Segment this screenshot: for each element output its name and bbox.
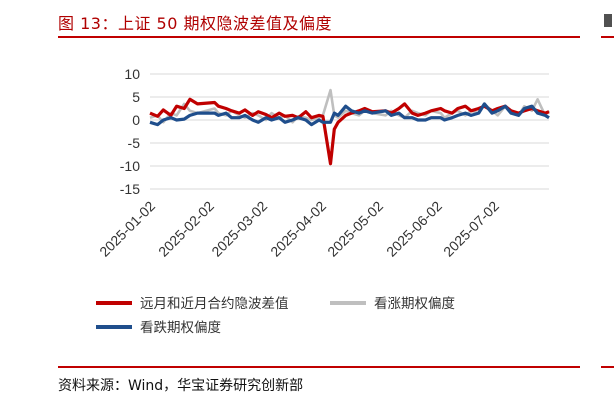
edge-divider-bottom bbox=[601, 366, 614, 368]
series-line-2 bbox=[149, 102, 550, 127]
y-tick-label: -5 bbox=[128, 135, 141, 151]
y-tick-label: 5 bbox=[132, 89, 140, 105]
y-tick-label: -15 bbox=[120, 181, 140, 197]
x-tick-label: 2025-04-02 bbox=[267, 198, 329, 260]
x-tick-label: 2025-02-02 bbox=[155, 198, 217, 260]
y-tick-label: 0 bbox=[132, 112, 140, 128]
edge-glyph-fragment bbox=[604, 14, 612, 27]
legend-label-2: 看跌期权偏度 bbox=[140, 319, 221, 336]
y-tick-label: -10 bbox=[120, 158, 140, 174]
x-tick-label: 2025-05-02 bbox=[324, 198, 386, 260]
series-line-1 bbox=[149, 88, 551, 124]
x-tick-label: 2025-01-02 bbox=[96, 198, 158, 260]
footer-divider bbox=[58, 366, 580, 368]
legend-label-0: 远月和近月合约隐波差值 bbox=[140, 296, 289, 312]
x-tick-label: 2025-07-02 bbox=[440, 198, 502, 260]
gridlines bbox=[150, 73, 549, 190]
y-axis-ticks: 10 5 0 -5 -10 -15 bbox=[120, 66, 140, 197]
y-tick-label: 10 bbox=[124, 66, 140, 82]
chart-title: 图 13：上证 50 期权隐波差值及偏度 bbox=[58, 14, 332, 33]
legend-label-1: 看涨期权偏度 bbox=[374, 295, 455, 312]
source-note: 资料来源：Wind，华宝证券研究创新部 bbox=[58, 378, 304, 394]
x-axis-ticks: 2025-01-022025-02-022025-03-022025-04-02… bbox=[96, 198, 502, 260]
x-tick-label: 2025-06-02 bbox=[383, 198, 445, 260]
x-tick-label: 2025-03-02 bbox=[208, 198, 270, 260]
title-divider bbox=[58, 36, 580, 38]
series-lines bbox=[149, 88, 551, 166]
edge-divider-top bbox=[601, 36, 614, 38]
